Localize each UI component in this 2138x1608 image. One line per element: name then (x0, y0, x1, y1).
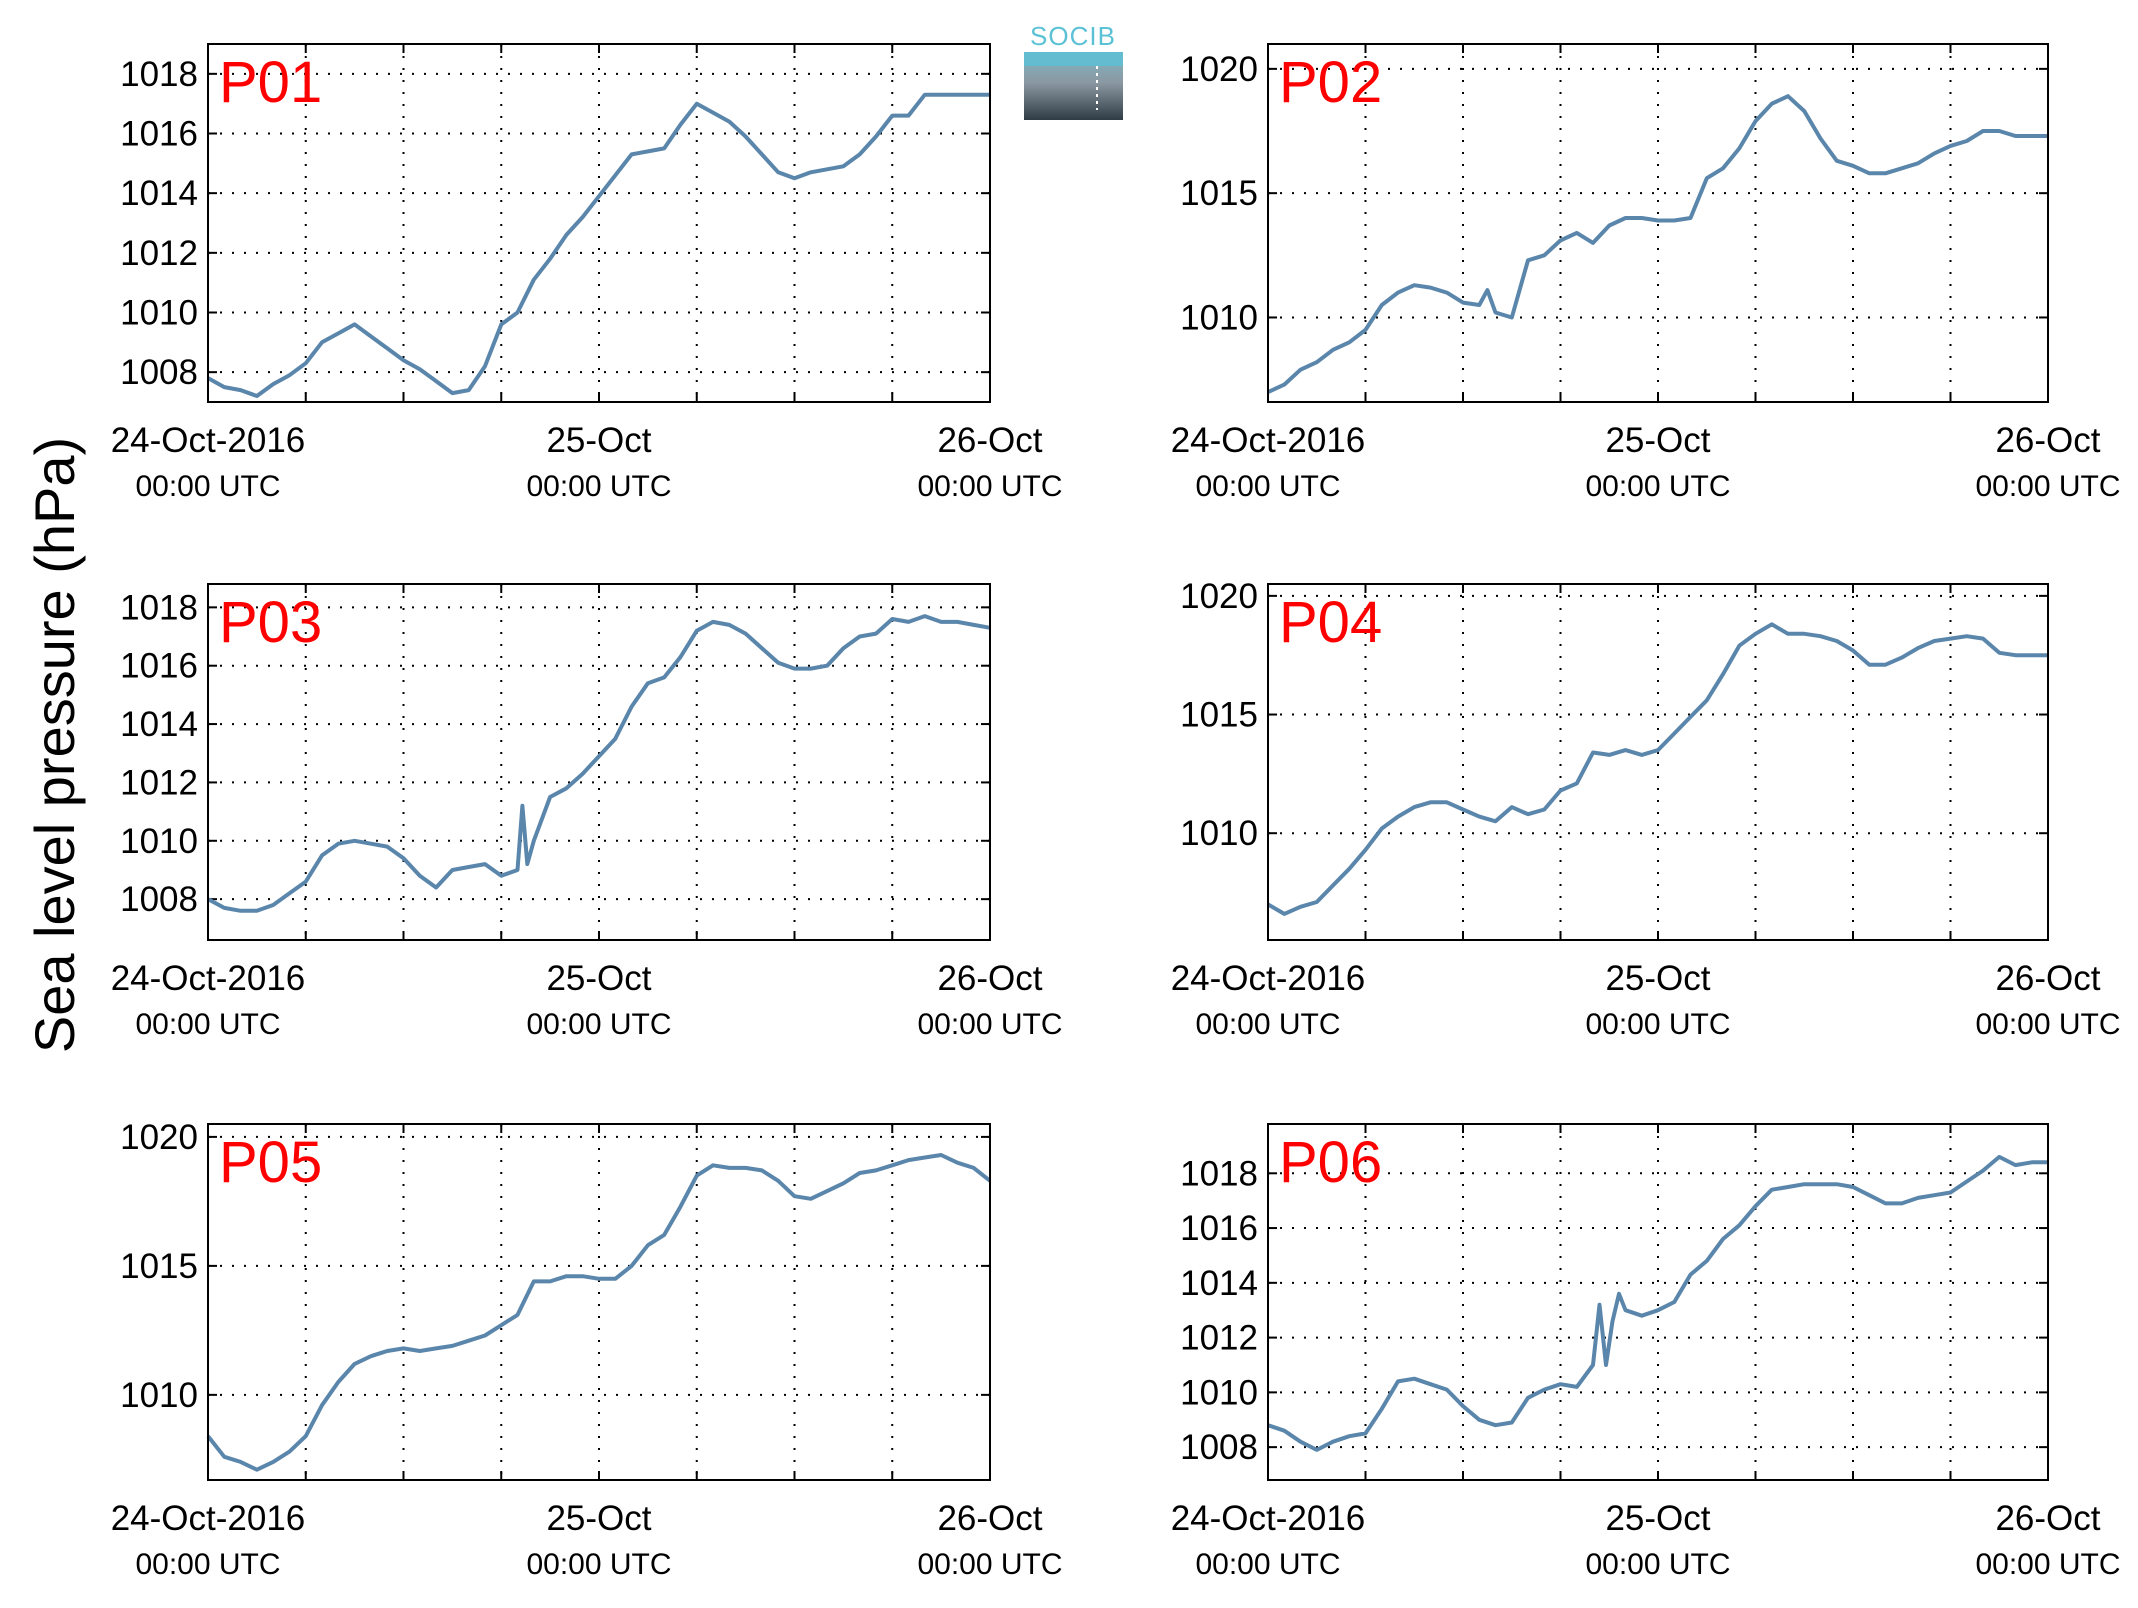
x-tick-sublabel: 00:00 UTC (1975, 1548, 2120, 1581)
x-tick-sublabel: 00:00 UTC (526, 1008, 671, 1041)
y-tick-label: 1012 (120, 763, 198, 802)
x-tick-label: 25-Oct (546, 1499, 651, 1538)
y-tick-label: 1010 (120, 1376, 198, 1415)
y-tick-label: 1012 (120, 234, 198, 273)
series-line (207, 92, 990, 398)
x-tick-label: 26-Oct (1995, 1499, 2100, 1538)
series-line (1267, 94, 2048, 394)
x-tick-label: 24-Oct-2016 (1171, 959, 1366, 998)
panel-p01: 1008 1010 1012 1014 1016 1018 P01 24-Oct-2016 00… (111, 43, 1063, 503)
x-tick-sublabel: 00:00 UTC (135, 470, 280, 503)
y-tick-label: 1014 (120, 705, 198, 744)
y-tick-label: 1020 (120, 1118, 198, 1157)
x-tick-sublabel: 00:00 UTC (917, 470, 1062, 503)
panel-label: P03 (219, 590, 322, 655)
series-line (206, 1153, 992, 1472)
y-tick-label: 1008 (120, 880, 198, 919)
y-tick-label: 1020 (1180, 577, 1258, 616)
panel-label: P05 (219, 1130, 322, 1195)
panels: 1008 1010 1012 1014 1016 1018 P01 24-Oct-2016 00… (111, 43, 2121, 1581)
x-tick-sublabel: 00:00 UTC (135, 1008, 280, 1041)
axes-frame (207, 1123, 991, 1481)
axes-frame (207, 43, 991, 403)
x-tick-label: 26-Oct (937, 1499, 1042, 1538)
x-tick-label: 26-Oct (937, 421, 1042, 460)
y-tick-label: 1012 (1180, 1319, 1258, 1358)
series-line (207, 614, 991, 913)
x-tick-sublabel: 00:00 UTC (1195, 1548, 1340, 1581)
panel-label: P02 (1279, 50, 1382, 115)
x-tick-sublabel: 00:00 UTC (1585, 1548, 1730, 1581)
y-tick-label: 1015 (1180, 696, 1258, 735)
x-tick-label: 24-Oct-2016 (1171, 1499, 1366, 1538)
x-tick-label: 24-Oct-2016 (111, 421, 306, 460)
x-tick-sublabel: 00:00 UTC (1975, 1008, 2120, 1041)
y-axis-label: Sea level pressure (hPa) (23, 437, 86, 1053)
y-tick-label: 1018 (120, 588, 198, 627)
panel-p05: 1010 1015 1020 P05 24-Oct-2016 00:00 UTC 25-Oc… (111, 1118, 1063, 1581)
logo-text: SOCIB (1030, 21, 1116, 51)
panel-p06: 1008 1010 1012 1014 1016 1018 P06 24-Oct-2016 00… (1171, 1123, 2121, 1581)
series-line (1267, 1154, 2048, 1452)
y-tick-label: 1015 (120, 1247, 198, 1286)
y-tick-label: 1014 (120, 174, 198, 213)
panel-p02: 1010 1015 1020 P02 24-Oct-2016 00:00 UTC 25-Oc… (1171, 43, 2121, 503)
x-tick-sublabel: 00:00 UTC (526, 470, 671, 503)
x-tick-label: 26-Oct (937, 959, 1042, 998)
y-tick-label: 1014 (1180, 1264, 1258, 1303)
x-tick-sublabel: 00:00 UTC (135, 1548, 280, 1581)
socib-logo: SOCIB (1024, 21, 1123, 120)
x-tick-label: 26-Oct (1995, 421, 2100, 460)
y-tick-label: 1008 (120, 353, 198, 392)
x-tick-label: 24-Oct-2016 (111, 959, 306, 998)
y-tick-label: 1015 (1180, 174, 1258, 213)
axes-frame (207, 583, 991, 941)
x-tick-label: 25-Oct (1605, 1499, 1710, 1538)
panel-label: P01 (219, 50, 322, 115)
y-tick-label: 1020 (1180, 50, 1258, 89)
y-tick-label: 1016 (1180, 1209, 1258, 1248)
x-tick-label: 24-Oct-2016 (111, 1499, 306, 1538)
y-tick-label: 1016 (120, 647, 198, 686)
x-tick-label: 25-Oct (546, 959, 651, 998)
y-tick-label: 1008 (1180, 1428, 1258, 1467)
x-tick-label: 26-Oct (1995, 959, 2100, 998)
panel-p04: 1010 1015 1020 P04 24-Oct-2016 00:00 UTC 25-Oc… (1171, 577, 2121, 1041)
x-tick-sublabel: 00:00 UTC (917, 1008, 1062, 1041)
y-tick-label: 1016 (120, 115, 198, 154)
panel-label: P04 (1279, 590, 1382, 655)
y-tick-label: 1010 (1180, 298, 1258, 337)
axes-frame (1267, 1123, 2049, 1481)
y-tick-label: 1018 (1180, 1154, 1258, 1193)
x-tick-label: 25-Oct (1605, 959, 1710, 998)
y-tick-label: 1010 (120, 294, 198, 333)
x-tick-sublabel: 00:00 UTC (1585, 470, 1730, 503)
axes-frame (1267, 43, 2049, 403)
x-tick-label: 25-Oct (546, 421, 651, 460)
x-tick-sublabel: 00:00 UTC (917, 1548, 1062, 1581)
y-tick-label: 1010 (120, 822, 198, 861)
x-tick-sublabel: 00:00 UTC (1585, 1008, 1730, 1041)
panel-p03: 1008 1010 1012 1014 1016 1018 P03 24-Oct-2016 00… (111, 583, 1063, 1041)
y-tick-label: 1018 (120, 55, 198, 94)
x-tick-label: 25-Oct (1605, 421, 1710, 460)
x-tick-sublabel: 00:00 UTC (1195, 470, 1340, 503)
x-tick-label: 24-Oct-2016 (1171, 421, 1366, 460)
axes-frame (1267, 583, 2049, 941)
y-tick-label: 1010 (1180, 814, 1258, 853)
x-tick-sublabel: 00:00 UTC (526, 1548, 671, 1581)
series-line (1266, 622, 2048, 916)
y-tick-label: 1010 (1180, 1373, 1258, 1412)
x-tick-sublabel: 00:00 UTC (1195, 1008, 1340, 1041)
panel-label: P06 (1279, 1130, 1382, 1195)
x-tick-sublabel: 00:00 UTC (1975, 470, 2120, 503)
